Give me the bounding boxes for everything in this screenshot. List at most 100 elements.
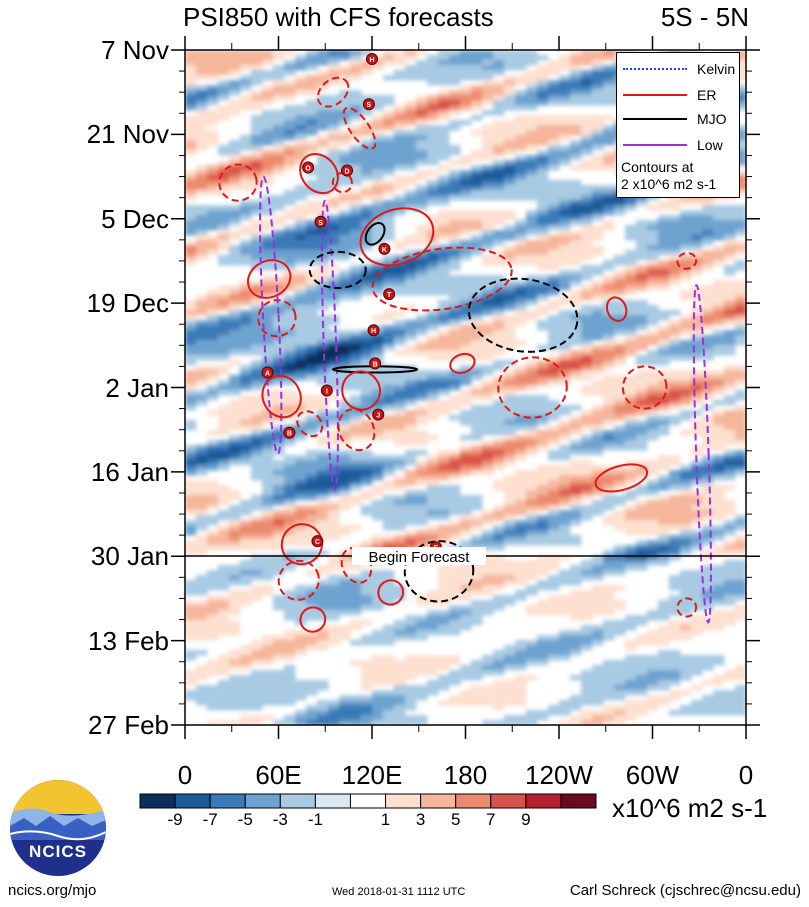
field-cell bbox=[207, 220, 219, 226]
field-cell bbox=[592, 355, 604, 361]
field-cell bbox=[493, 705, 505, 711]
field-cell bbox=[251, 80, 263, 86]
field-cell bbox=[493, 180, 505, 186]
field-cell bbox=[493, 170, 505, 176]
field-cell bbox=[548, 95, 560, 101]
field-cell bbox=[537, 305, 549, 311]
field-cell bbox=[383, 380, 395, 386]
field-cell bbox=[713, 335, 725, 341]
field-cell bbox=[526, 90, 538, 96]
field-cell bbox=[295, 475, 307, 481]
field-cell bbox=[262, 360, 274, 366]
field-cell bbox=[515, 310, 527, 316]
field-cell bbox=[713, 435, 725, 441]
field-cell bbox=[647, 225, 659, 231]
field-cell bbox=[702, 500, 714, 506]
field-cell bbox=[614, 305, 626, 311]
field-cell bbox=[482, 700, 494, 706]
field-cell bbox=[548, 240, 560, 246]
field-cell bbox=[570, 515, 582, 521]
field-cell bbox=[460, 155, 472, 161]
field-cell bbox=[482, 420, 494, 426]
field-cell bbox=[207, 315, 219, 321]
field-cell bbox=[559, 655, 571, 661]
field-cell bbox=[537, 150, 549, 156]
field-cell bbox=[603, 325, 615, 331]
field-cell bbox=[273, 515, 285, 521]
field-cell bbox=[592, 430, 604, 436]
field-cell bbox=[372, 350, 384, 356]
field-cell bbox=[669, 650, 681, 656]
field-cell bbox=[427, 275, 439, 281]
field-cell bbox=[680, 630, 692, 636]
field-cell bbox=[515, 660, 527, 666]
field-cell bbox=[713, 440, 725, 446]
field-cell bbox=[537, 600, 549, 606]
field-cell bbox=[570, 180, 582, 186]
field-cell bbox=[713, 225, 725, 231]
field-cell bbox=[691, 615, 703, 621]
field-cell bbox=[284, 690, 296, 696]
field-cell bbox=[493, 515, 505, 521]
field-cell bbox=[218, 285, 230, 291]
field-cell bbox=[350, 275, 362, 281]
field-cell bbox=[724, 580, 736, 586]
field-cell bbox=[559, 450, 571, 456]
field-cell bbox=[185, 405, 197, 411]
field-cell bbox=[372, 340, 384, 346]
field-cell bbox=[196, 465, 208, 471]
field-cell bbox=[581, 370, 593, 376]
field-cell bbox=[240, 405, 252, 411]
field-cell bbox=[284, 415, 296, 421]
field-cell bbox=[625, 665, 637, 671]
field-cell bbox=[581, 565, 593, 571]
field-cell bbox=[603, 585, 615, 591]
field-cell bbox=[592, 315, 604, 321]
field-cell bbox=[383, 480, 395, 486]
field-cell bbox=[262, 535, 274, 541]
field-cell bbox=[339, 600, 351, 606]
field-cell bbox=[328, 225, 340, 231]
field-cell bbox=[482, 220, 494, 226]
field-cell bbox=[581, 160, 593, 166]
field-cell bbox=[273, 530, 285, 536]
field-cell bbox=[592, 365, 604, 371]
field-cell bbox=[504, 145, 516, 151]
field-cell bbox=[592, 710, 604, 716]
field-cell bbox=[328, 160, 340, 166]
field-cell bbox=[680, 570, 692, 576]
field-cell bbox=[273, 90, 285, 96]
field-cell bbox=[570, 115, 582, 121]
field-cell bbox=[680, 665, 692, 671]
field-cell bbox=[614, 565, 626, 571]
field-cell bbox=[702, 310, 714, 316]
field-cell bbox=[229, 665, 241, 671]
field-cell bbox=[647, 560, 659, 566]
field-cell bbox=[317, 80, 329, 86]
field-cell bbox=[702, 695, 714, 701]
field-cell bbox=[680, 545, 692, 551]
field-cell bbox=[273, 75, 285, 81]
field-cell bbox=[548, 85, 560, 91]
field-cell bbox=[317, 410, 329, 416]
field-cell bbox=[482, 545, 494, 551]
field-cell bbox=[262, 675, 274, 681]
field-cell bbox=[658, 525, 670, 531]
field-cell bbox=[658, 205, 670, 211]
field-cell bbox=[603, 75, 615, 81]
field-cell bbox=[625, 550, 637, 556]
field-cell bbox=[438, 565, 450, 571]
field-cell bbox=[460, 225, 472, 231]
field-cell bbox=[526, 60, 538, 66]
field-cell bbox=[449, 190, 461, 196]
field-cell bbox=[581, 590, 593, 596]
field-cell bbox=[284, 680, 296, 686]
field-cell bbox=[383, 505, 395, 511]
field-cell bbox=[614, 350, 626, 356]
field-cell bbox=[372, 285, 384, 291]
field-cell bbox=[515, 640, 527, 646]
field-cell bbox=[394, 120, 406, 126]
field-cell bbox=[548, 265, 560, 271]
field-cell bbox=[647, 695, 659, 701]
field-cell bbox=[559, 405, 571, 411]
